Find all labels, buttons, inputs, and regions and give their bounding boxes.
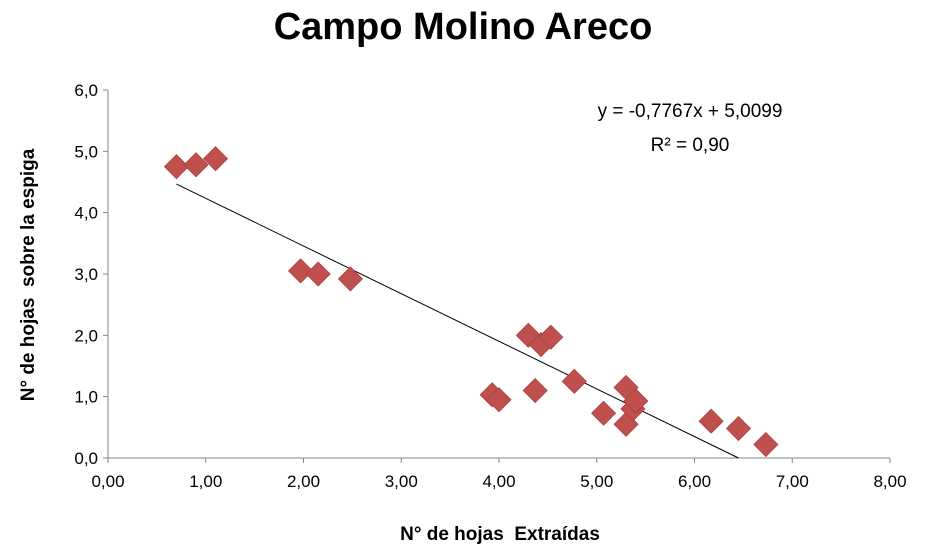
data-point-marker (337, 266, 363, 292)
data-point-marker (522, 377, 548, 404)
equation-label: y = -0,7767x + 5,0099 (598, 101, 783, 122)
data-point-marker (698, 408, 724, 434)
data-point-marker (163, 154, 189, 180)
y-tick-label: 0,0 (74, 449, 98, 468)
y-tick-group: 0,0 1,0 2,0 3,0 4,0 5,0 6,0 (74, 81, 108, 468)
x-tick-label: 1,00 (189, 472, 222, 491)
data-point-marker (202, 146, 229, 172)
data-point-marker (538, 324, 564, 350)
x-tick-group: 0,00 1,00 2,00 3,00 4,00 5,00 6,00 7,00 8,00 (91, 458, 907, 491)
data-points (163, 146, 779, 458)
x-tick-label: 5,00 (580, 472, 613, 491)
x-tick-label: 6,00 (678, 472, 711, 491)
x-tick-label: 0,00 (91, 472, 124, 491)
y-tick-label: 6,0 (74, 81, 98, 100)
data-point-marker (753, 431, 779, 458)
y-tick-label: 5,0 (74, 142, 98, 161)
y-axis-title: N° de hojas sobre la espiga (18, 148, 39, 401)
data-point-marker (486, 387, 512, 413)
x-tick-label: 7,00 (776, 472, 809, 491)
data-point-marker (591, 400, 617, 426)
trendline (176, 183, 739, 459)
r-squared-label: R² = 0,90 (651, 135, 730, 156)
x-tick-label: 2,00 (287, 472, 320, 491)
y-tick-label: 1,0 (74, 388, 98, 407)
x-tick-label: 4,00 (482, 472, 515, 491)
data-point-marker (561, 368, 587, 394)
x-tick-label: 8,00 (873, 472, 906, 491)
data-point-marker (183, 152, 209, 178)
y-tick-label: 3,0 (74, 265, 98, 284)
data-point-marker (725, 415, 752, 442)
y-tick-label: 4,0 (74, 204, 98, 223)
data-point-marker (305, 261, 331, 287)
data-point-marker (623, 388, 649, 414)
x-tick-label: 3,00 (385, 472, 418, 491)
chart-title: Campo Molino Areco (273, 6, 653, 48)
data-point-marker (288, 258, 314, 284)
y-tick-label: 2,0 (74, 326, 98, 345)
x-axis-title: N° de hojas Extraídas (400, 524, 600, 545)
